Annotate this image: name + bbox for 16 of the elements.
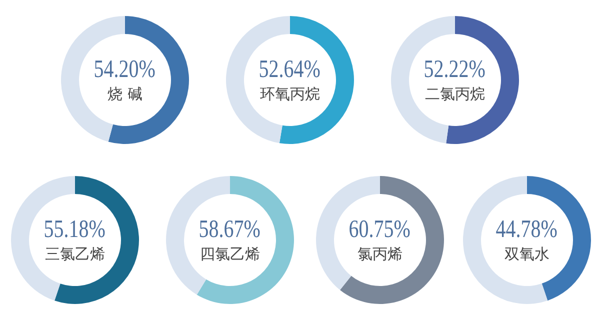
- data-label: 52.64%: [259, 56, 321, 84]
- data-label: 54.20%: [94, 56, 156, 84]
- data-label: 44.78%: [496, 216, 558, 244]
- slice-label: 双氧水: [504, 244, 550, 264]
- slice-label: 烧 碱: [108, 84, 142, 104]
- slice-label: 环氧丙烷: [260, 84, 320, 104]
- data-label: 58.67%: [199, 216, 261, 244]
- donut-slice: [340, 176, 444, 304]
- slice-label: 二氯丙烷: [425, 84, 485, 104]
- slice-label: 氯丙烯: [358, 244, 402, 264]
- data-label: 60.75%: [349, 216, 411, 244]
- slice-label: 三氯乙烯: [45, 244, 105, 264]
- donut-slice: [196, 176, 294, 304]
- slice-label: 四氯乙烯: [200, 244, 260, 264]
- data-label: 52.22%: [424, 56, 486, 84]
- data-label: 55.18%: [44, 216, 106, 244]
